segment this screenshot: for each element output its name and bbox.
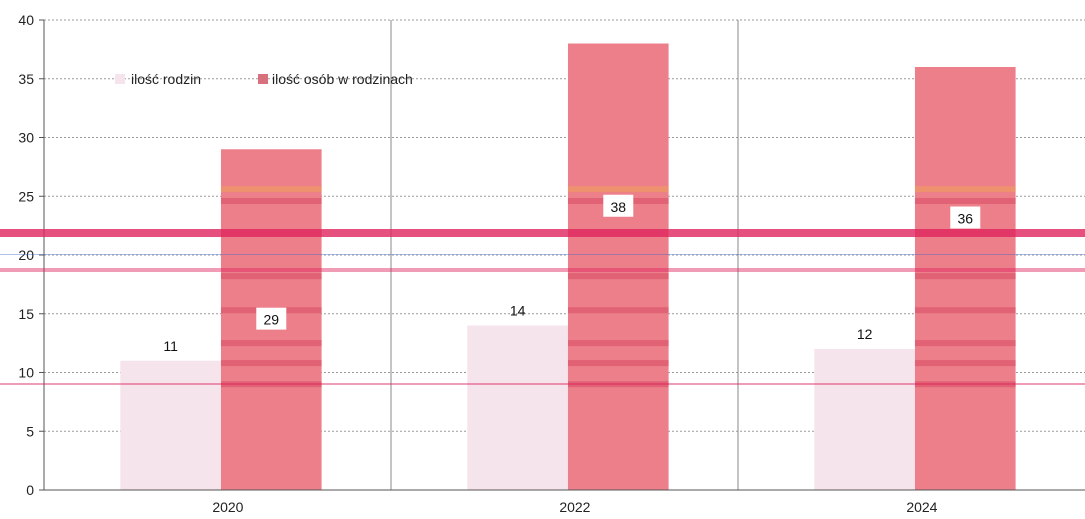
legend-swatch-ilosc-osob <box>258 74 268 84</box>
data-label-rodzin-2024: 12 <box>857 326 873 342</box>
bars <box>120 43 1016 490</box>
data-label-osob-2024: 36 <box>957 211 973 227</box>
bar-band-2022-4 <box>567 340 669 347</box>
y-tick-label-0: 0 <box>26 482 34 498</box>
bar-rodzin-2020 <box>120 360 221 490</box>
bar-band-2022-6 <box>567 381 669 388</box>
stripe-3 <box>0 383 1085 385</box>
data-labels: 11 29 14 38 12 36 <box>163 194 981 354</box>
bar-osob-2022 <box>567 43 669 490</box>
stripe-2 <box>0 268 1085 272</box>
x-tick-label-2024: 2024 <box>906 499 937 515</box>
bar-band-2020-6 <box>220 381 322 388</box>
scan-stripes <box>0 229 1085 385</box>
x-axis: 2020 2022 2024 <box>44 489 1085 515</box>
bar-rodzin-2022 <box>467 325 568 490</box>
data-label-osob-2022: 38 <box>610 199 626 215</box>
stripe-blue <box>0 254 1085 255</box>
bar-band-2024-4 <box>914 340 1016 347</box>
bar-band-2024-3 <box>914 307 1016 314</box>
y-tick-label-15: 15 <box>18 306 34 322</box>
data-label-rodzin-2020: 11 <box>163 338 178 354</box>
bar-band-2022-5 <box>567 360 669 367</box>
data-label-osob-2020: 29 <box>263 312 279 328</box>
y-tick-label-20: 20 <box>18 247 34 263</box>
bar-band-2022-2 <box>567 273 669 280</box>
y-tick-label-25: 25 <box>18 188 34 204</box>
y-axis: 0 5 10 15 20 25 30 35 40 <box>18 12 45 498</box>
legend-label-ilosc-rodzin: ilość rodzin <box>131 71 201 87</box>
bar-band-2020-5 <box>220 360 322 367</box>
bar-band-2024-5 <box>914 360 1016 367</box>
y-tick-label-10: 10 <box>18 365 34 381</box>
bar-band-2020-2 <box>220 273 322 280</box>
y-tick-label-35: 35 <box>18 71 34 87</box>
data-label-box-osob-2020 <box>256 307 287 330</box>
bar-band-2024-0 <box>914 186 1016 193</box>
bar-band-2024-1 <box>914 197 1016 204</box>
legend-swatch-ilosc-rodzin <box>115 74 125 84</box>
bar-band-2020-0 <box>220 186 322 193</box>
y-tick-label-40: 40 <box>18 12 34 28</box>
data-label-box-osob-2022 <box>603 194 634 217</box>
x-tick-label-2020: 2020 <box>212 499 243 515</box>
bar-band-2024-2 <box>914 273 1016 280</box>
x-tick-label-2022: 2022 <box>559 499 590 515</box>
y-tick-label-5: 5 <box>26 423 34 439</box>
bar-band-2020-4 <box>220 340 322 347</box>
legend-label-ilosc-osob: ilość osób w rodzinach <box>272 71 413 87</box>
stripe-main <box>0 229 1085 237</box>
y-tick-label-30: 30 <box>18 130 34 146</box>
bar-rodzin-2024 <box>814 349 915 490</box>
data-label-rodzin-2022: 14 <box>510 303 526 319</box>
bar-band-2022-3 <box>567 307 669 314</box>
bar-band-2024-6 <box>914 381 1016 388</box>
legend: ilość rodzin ilość osób w rodzinach <box>115 71 413 87</box>
bar-band-2022-0 <box>567 186 669 193</box>
data-label-box-osob-2024 <box>950 206 981 229</box>
bar-band-2020-1 <box>220 197 322 204</box>
